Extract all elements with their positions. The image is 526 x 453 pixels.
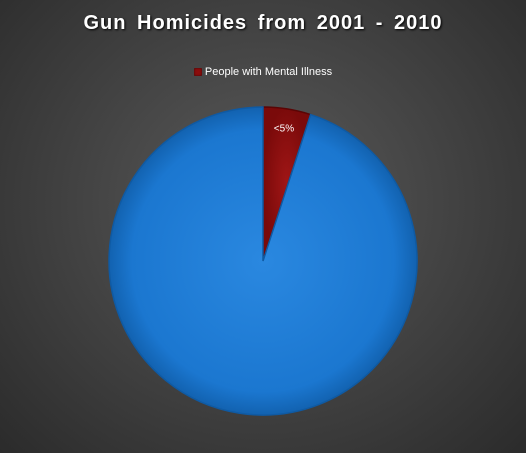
pie-slice-1 [108, 106, 418, 416]
legend-label: People with Mental Illness [204, 66, 333, 78]
slice-label-0: <5% [274, 124, 294, 135]
legend: People with Mental Illness [0, 66, 526, 78]
chart-title: Gun Homicides from 2001 - 2010 [83, 12, 443, 34]
legend-swatch [193, 68, 202, 76]
legend-item-mental-illness: People with Mental Illness [193, 66, 333, 78]
